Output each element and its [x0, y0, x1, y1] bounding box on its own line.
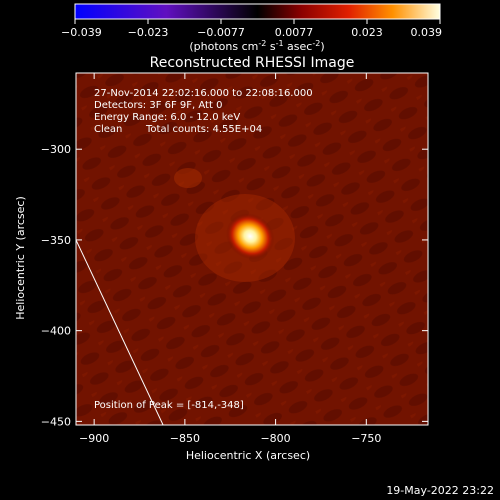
colorbar-tick-label: 0.0077 [275, 26, 314, 39]
colorbar: −0.039 −0.023 −0.0077 0.0077 0.023 0.039 (pho… [61, 3, 442, 53]
x-axis-label: Heliocentric X (arcsec) [186, 449, 310, 462]
x-tick-label: −800 [260, 432, 290, 445]
flare-source [226, 213, 275, 260]
x-axis-ticks: −900 −850 −800 −750 [79, 73, 381, 445]
colorbar-tick-label: −0.039 [61, 26, 102, 39]
colorbar-units-label: (photons cm-2 s-1 asec-2) [189, 39, 324, 53]
y-tick-label: −350 [41, 234, 71, 247]
colorbar-tick-label: −0.0077 [197, 26, 245, 39]
colorbar-tick-label: 0.039 [411, 26, 443, 39]
colorbar-gradient [74, 3, 441, 20]
x-tick-label: −900 [79, 432, 109, 445]
annotation-energy: Energy Range: 6.0 - 12.0 keV [94, 112, 240, 123]
y-axis-label: Heliocentric Y (arcsec) [14, 196, 27, 320]
annotation-time: 27-Nov-2014 22:02:16.000 to 22:08:16.000 [94, 88, 313, 99]
y-tick-label: −300 [41, 143, 71, 156]
y-tick-label: −400 [41, 325, 71, 338]
annotation-method: Clean [94, 124, 122, 135]
solar-limb-line [76, 239, 164, 425]
plot-area [76, 73, 428, 425]
chart-title: Reconstructed RHESSI Image [150, 55, 355, 71]
annotations: 27-Nov-2014 22:02:16.000 to 22:08:16.000… [94, 88, 313, 411]
colorbar-tick-label: 0.023 [351, 26, 383, 39]
x-tick-label: −850 [170, 432, 200, 445]
y-tick-label: −450 [41, 415, 71, 428]
footer-date: 19-May-2022 23:22 [386, 484, 494, 497]
plot-frame [75, 72, 429, 426]
annotation-detectors: Detectors: 3F 6F 9F, Att 0 [94, 100, 222, 111]
x-tick-label: −750 [351, 432, 381, 445]
secondary-blob [174, 168, 202, 188]
y-axis-ticks: −300 −350 −400 −450 [41, 143, 428, 428]
annotation-peak: Position of Peak = [-814,-348] [94, 400, 244, 411]
colorbar-tick-label: −0.023 [128, 26, 169, 39]
colorbar-ticks: −0.039 −0.023 −0.0077 0.0077 0.023 0.039 [61, 19, 442, 39]
annotation-counts: Total counts: 4.55E+04 [145, 124, 262, 135]
